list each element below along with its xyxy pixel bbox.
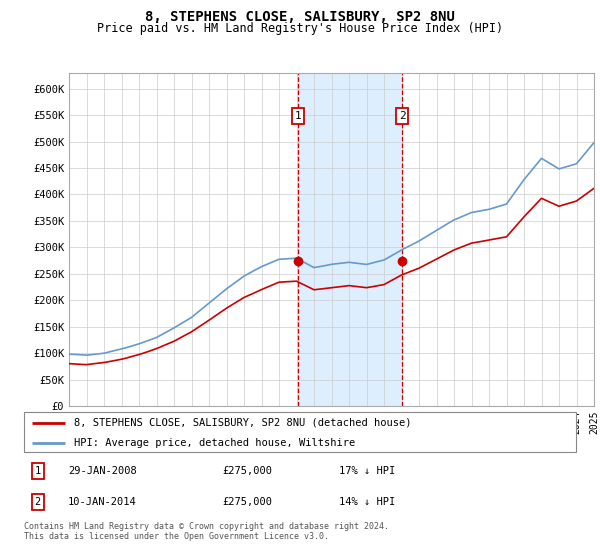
FancyBboxPatch shape bbox=[24, 412, 576, 452]
Text: 8, STEPHENS CLOSE, SALISBURY, SP2 8NU (detached house): 8, STEPHENS CLOSE, SALISBURY, SP2 8NU (d… bbox=[74, 418, 411, 428]
Text: Contains HM Land Registry data © Crown copyright and database right 2024.
This d: Contains HM Land Registry data © Crown c… bbox=[24, 522, 389, 542]
Bar bbox=[298, 73, 402, 406]
Text: 1: 1 bbox=[35, 466, 41, 476]
Text: £275,000: £275,000 bbox=[223, 466, 273, 476]
Text: 10-JAN-2014: 10-JAN-2014 bbox=[68, 497, 137, 507]
Text: HPI: Average price, detached house, Wiltshire: HPI: Average price, detached house, Wilt… bbox=[74, 438, 355, 448]
Text: 2: 2 bbox=[35, 497, 41, 507]
Text: 29-JAN-2008: 29-JAN-2008 bbox=[68, 466, 137, 476]
Text: 2: 2 bbox=[398, 111, 406, 121]
Text: 8, STEPHENS CLOSE, SALISBURY, SP2 8NU: 8, STEPHENS CLOSE, SALISBURY, SP2 8NU bbox=[145, 10, 455, 24]
Text: 14% ↓ HPI: 14% ↓ HPI bbox=[338, 497, 395, 507]
Text: 1: 1 bbox=[295, 111, 301, 121]
Text: £275,000: £275,000 bbox=[223, 497, 273, 507]
Text: Price paid vs. HM Land Registry's House Price Index (HPI): Price paid vs. HM Land Registry's House … bbox=[97, 22, 503, 35]
Text: 17% ↓ HPI: 17% ↓ HPI bbox=[338, 466, 395, 476]
